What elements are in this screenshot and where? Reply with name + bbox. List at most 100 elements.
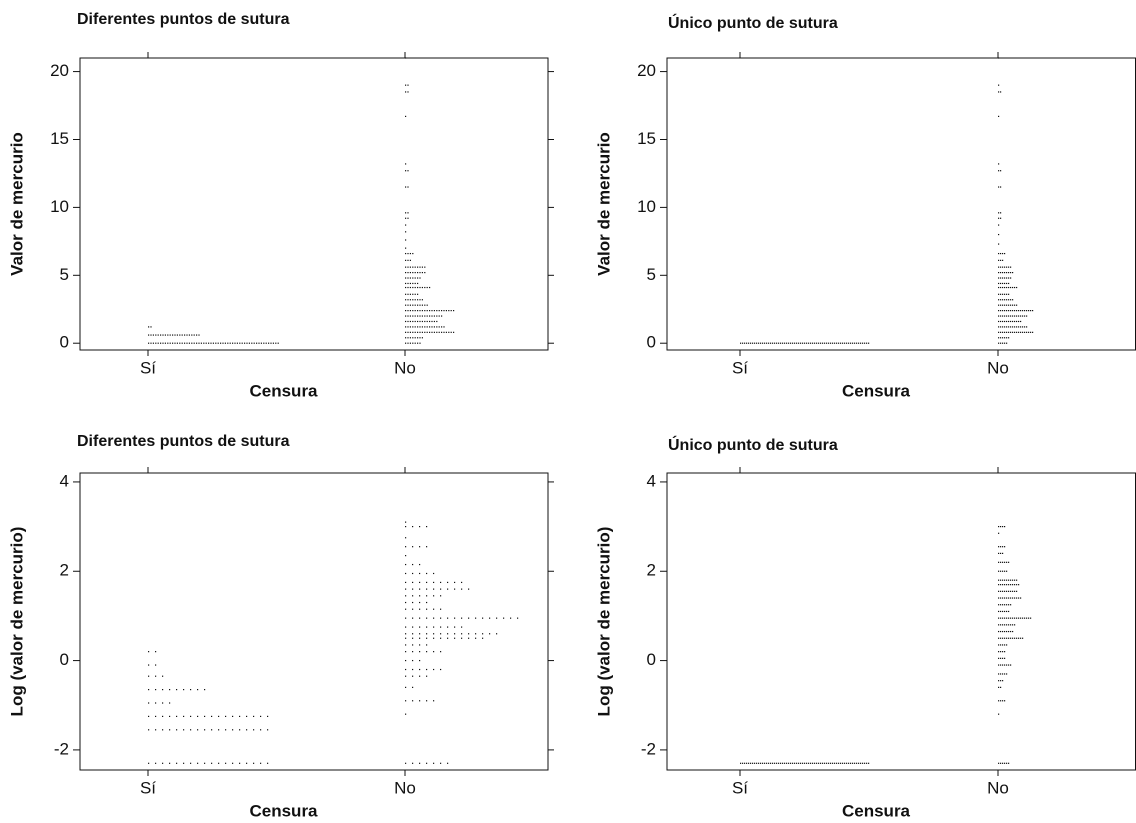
- dot: [750, 342, 752, 344]
- dot: [412, 608, 414, 610]
- dot: [1002, 657, 1004, 659]
- dot: [417, 315, 419, 317]
- dot: [417, 337, 419, 339]
- dot: [407, 259, 409, 261]
- dot: [426, 320, 428, 323]
- dot: [426, 331, 428, 333]
- dot: [412, 299, 414, 301]
- dot: [744, 762, 746, 764]
- dot: [1000, 604, 1002, 606]
- dot: [1000, 590, 1002, 592]
- dot: [412, 304, 414, 306]
- dot: [998, 713, 1000, 715]
- dot: [868, 762, 870, 764]
- dot: [412, 675, 414, 677]
- dot: [407, 304, 409, 306]
- y-tick-label: 4: [60, 471, 69, 490]
- dot: [1020, 310, 1022, 312]
- dot: [164, 342, 166, 344]
- dot: [1004, 331, 1006, 333]
- dot: [1002, 624, 1004, 626]
- dot: [1004, 597, 1006, 599]
- dot: [181, 334, 183, 336]
- dot: [155, 689, 157, 691]
- dot: [838, 762, 840, 764]
- dot: [419, 617, 421, 619]
- dot: [1020, 331, 1022, 333]
- dot: [440, 762, 442, 764]
- dot: [412, 668, 414, 671]
- dot: [412, 315, 414, 317]
- dot: [482, 617, 484, 619]
- dot: [812, 342, 814, 344]
- dot: [412, 686, 414, 688]
- dot: [412, 331, 414, 333]
- plot-frame: [79, 57, 549, 351]
- dot: [186, 334, 188, 336]
- dot: [802, 342, 804, 344]
- dot: [1016, 304, 1018, 306]
- dot: [405, 271, 407, 274]
- dot: [412, 659, 414, 662]
- dot: [454, 588, 456, 590]
- dot: [998, 657, 1000, 659]
- x-tick-label: Sí: [732, 778, 748, 797]
- dot: [405, 304, 407, 306]
- dot: [405, 581, 407, 584]
- dot: [998, 315, 1000, 317]
- dot: [1006, 617, 1008, 619]
- dot: [421, 304, 423, 306]
- dot: [776, 342, 778, 344]
- dot: [409, 304, 411, 306]
- dot: [160, 342, 162, 344]
- dot: [1004, 700, 1006, 702]
- dot: [1020, 637, 1022, 639]
- dot: [414, 326, 416, 328]
- dot: [1000, 286, 1002, 289]
- dot: [412, 546, 414, 548]
- dot: [840, 762, 842, 764]
- dot: [186, 342, 188, 344]
- dot: [447, 626, 449, 628]
- dot: [468, 588, 470, 590]
- dot: [267, 762, 269, 764]
- dot: [148, 689, 150, 691]
- dot: [1026, 310, 1028, 312]
- dot: [1004, 299, 1006, 301]
- dot: [1004, 610, 1006, 613]
- dot: [405, 310, 407, 312]
- dot: [246, 342, 248, 344]
- dot: [744, 342, 746, 344]
- dot: [1000, 644, 1002, 646]
- dot: [270, 342, 272, 344]
- dot: [220, 342, 222, 344]
- dot: [419, 271, 421, 274]
- dot: [407, 310, 409, 312]
- dot: [172, 334, 174, 336]
- y-tick-label: -2: [54, 739, 69, 758]
- dot: [417, 266, 419, 268]
- dot: [1002, 320, 1004, 323]
- dot: [1006, 337, 1008, 339]
- dot: [218, 729, 220, 731]
- dot: [1006, 271, 1008, 274]
- y-tick-label: 10: [637, 197, 656, 216]
- dot: [780, 762, 782, 764]
- dot: [405, 326, 407, 328]
- dot: [433, 588, 435, 590]
- dot: [1002, 299, 1004, 301]
- dot: [1008, 597, 1010, 599]
- dot: [436, 331, 438, 333]
- dot: [405, 282, 407, 285]
- dot: [232, 762, 234, 764]
- dot: [426, 601, 428, 604]
- dot: [768, 762, 770, 764]
- dot: [268, 342, 270, 344]
- dot: [169, 334, 171, 336]
- dot: [1000, 525, 1002, 528]
- dot: [414, 304, 416, 306]
- dot: [1018, 597, 1020, 599]
- dot: [162, 342, 164, 344]
- dot: [998, 342, 1000, 344]
- dot: [1004, 286, 1006, 289]
